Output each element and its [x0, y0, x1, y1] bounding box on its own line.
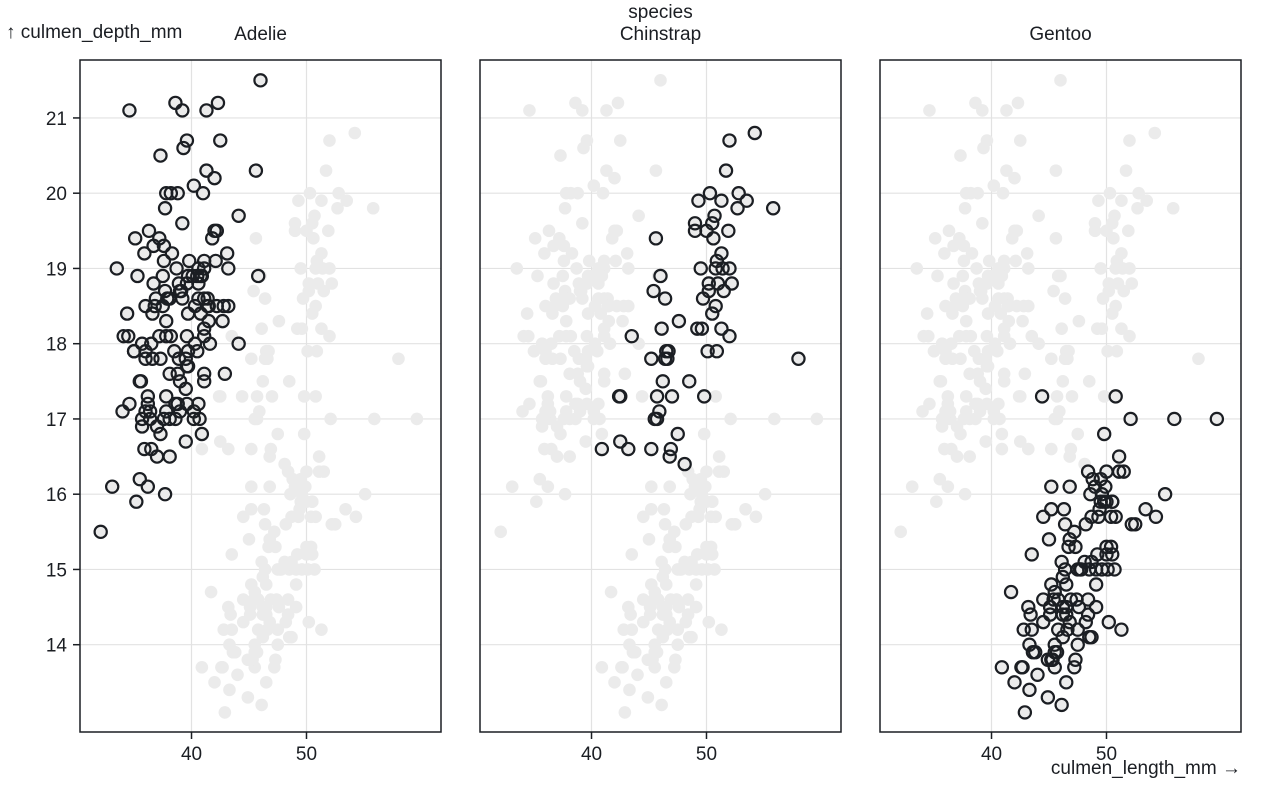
x-tick-label: 50: [296, 744, 317, 765]
x-tick-label: 40: [581, 744, 602, 765]
panel-frame: [479, 59, 842, 733]
x-tick-label: 50: [696, 744, 717, 765]
y-tick-label: 16: [46, 485, 67, 506]
highlight-points-layer: [994, 389, 1225, 720]
y-tick-label: 20: [46, 184, 67, 205]
panel-frame: [879, 59, 1242, 733]
facet-panel-gentoo: 40 50: [879, 59, 1242, 765]
y-tick-label: 21: [46, 109, 67, 130]
highlight-points-layer: [594, 125, 806, 472]
facet-panel-adelie: 40 50: [79, 59, 442, 765]
panel-frame: [79, 59, 442, 733]
x-tick-label: 50: [1096, 744, 1117, 765]
x-axis: 40 50: [581, 732, 717, 765]
y-tick-label: 17: [46, 410, 67, 431]
y-tick-label: 19: [46, 259, 67, 280]
facet-label-gentoo: Gentoo: [1029, 24, 1092, 45]
muted-points-layer: [494, 74, 824, 719]
x-tick-label: 40: [181, 744, 202, 765]
y-tick-label: 15: [46, 560, 67, 581]
facet-label-adelie: Adelie: [234, 24, 287, 45]
x-axis: 40 50: [981, 732, 1117, 765]
y-tick-label: 14: [46, 636, 68, 657]
y-tick-label: 18: [46, 335, 67, 356]
x-tick-label: 40: [981, 744, 1002, 765]
highlight-points-layer: [93, 73, 268, 540]
muted-points-layer: [94, 74, 424, 719]
x-axis: 40 50: [181, 732, 317, 765]
muted-points-layer: [894, 74, 1224, 719]
facet-group-title: species: [628, 2, 693, 23]
y-axis: 14 15 16 17 18 19 20 21: [46, 109, 80, 657]
x-axis-label: culmen_length_mm →: [1050, 758, 1241, 779]
facet-label-chinstrap: Chinstrap: [619, 24, 702, 45]
facet-panel-chinstrap: 40 50: [479, 59, 842, 765]
y-axis-label: ↑ culmen_depth_mm: [6, 22, 183, 43]
